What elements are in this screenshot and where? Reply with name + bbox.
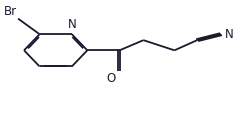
Text: N: N — [225, 28, 233, 41]
Text: O: O — [106, 72, 115, 85]
Text: N: N — [68, 18, 76, 31]
Text: Br: Br — [4, 5, 17, 18]
